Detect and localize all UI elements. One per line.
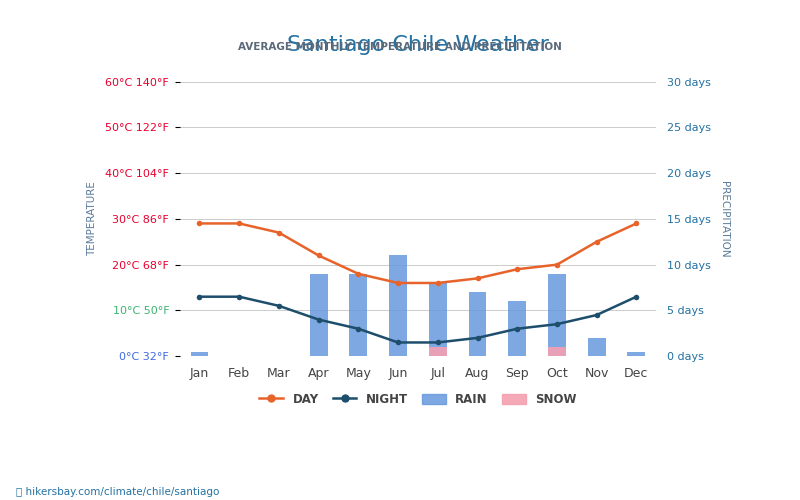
Bar bbox=[429, 347, 446, 356]
Bar bbox=[548, 347, 566, 356]
Bar bbox=[190, 352, 209, 356]
Bar bbox=[588, 338, 606, 356]
Bar bbox=[350, 274, 367, 356]
Y-axis label: PRECIPITATION: PRECIPITATION bbox=[719, 180, 729, 257]
Bar bbox=[389, 256, 407, 356]
Bar bbox=[429, 283, 446, 356]
Title: Santiago Chile Weather: Santiago Chile Weather bbox=[287, 35, 549, 55]
Bar bbox=[508, 302, 526, 356]
Text: AVERAGE MONTHLY TEMPERATURE AND PRECIPITATION: AVERAGE MONTHLY TEMPERATURE AND PRECIPIT… bbox=[238, 42, 562, 52]
Bar bbox=[548, 274, 566, 356]
Y-axis label: TEMPERATURE: TEMPERATURE bbox=[87, 182, 97, 256]
Bar bbox=[627, 352, 646, 356]
Bar bbox=[469, 292, 486, 356]
Text: 📍 hikersbay.com/climate/chile/santiago: 📍 hikersbay.com/climate/chile/santiago bbox=[16, 487, 219, 497]
Legend: DAY, NIGHT, RAIN, SNOW: DAY, NIGHT, RAIN, SNOW bbox=[254, 388, 582, 410]
Bar bbox=[310, 274, 327, 356]
